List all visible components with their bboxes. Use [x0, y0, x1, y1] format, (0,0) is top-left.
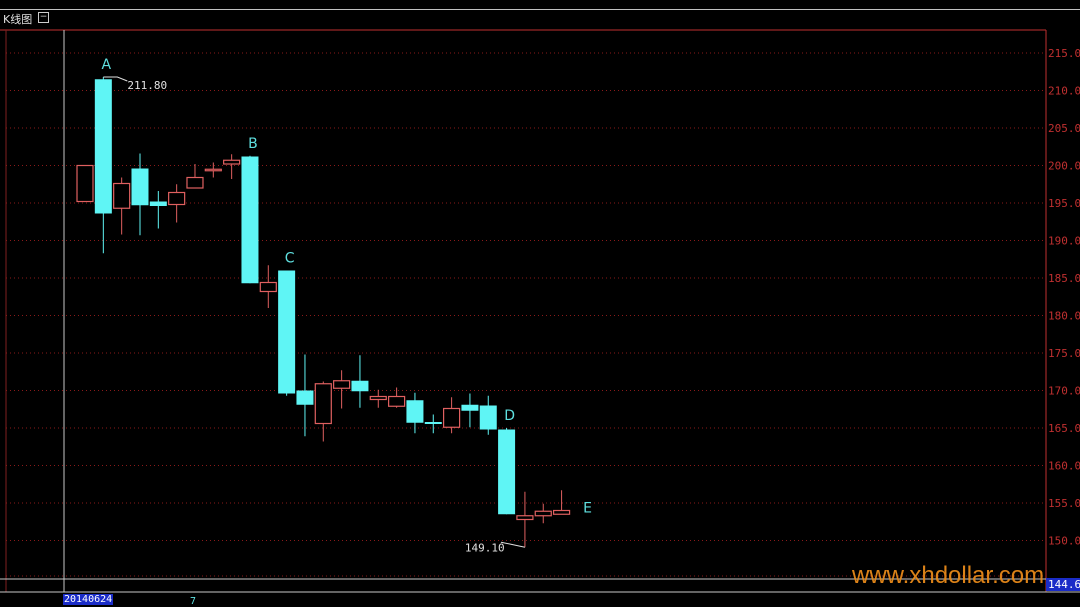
panel-title: K线图: [3, 13, 33, 26]
candle-body-down: [241, 156, 259, 284]
price-pointer: [103, 76, 128, 82]
candle-body-down: [461, 404, 479, 411]
candle-body-down: [94, 79, 112, 214]
candle-body-up: [223, 159, 241, 165]
candle-body-up: [314, 383, 332, 425]
y-tick-label: 155.0: [1048, 497, 1080, 510]
y-tick-label: 185.0: [1048, 272, 1080, 285]
point-label: E: [583, 501, 592, 517]
candle-body-up: [388, 395, 406, 407]
y-tick-label: 195.0: [1048, 197, 1080, 210]
candle-body-down: [351, 380, 369, 392]
y-tick-label: 190.0: [1048, 235, 1080, 248]
point-label: D: [504, 408, 515, 424]
start-date-label: 20140624: [63, 594, 114, 605]
candle-body-down: [149, 201, 167, 206]
y-tick-label: 200.0: [1048, 160, 1080, 173]
candle-body-down: [479, 405, 497, 430]
candle-body-up: [259, 281, 277, 293]
candle-body-down: [131, 168, 149, 206]
candle-body-up: [369, 395, 387, 401]
candle-body-up: [76, 164, 94, 203]
collapse-box-icon[interactable]: −: [38, 12, 49, 23]
price-extreme-label: 149.10: [465, 541, 505, 554]
y-tick-label: 165.0: [1048, 422, 1080, 435]
y-tick-label: 170.0: [1048, 385, 1080, 398]
y-tick-label: 210.0: [1048, 85, 1080, 98]
header-divider: [0, 9, 1080, 10]
candle-body-down: [296, 390, 314, 405]
point-label: B: [248, 136, 258, 152]
candle-body-up: [333, 380, 351, 389]
candle-body-up: [534, 510, 552, 517]
candle-body-up: [552, 509, 571, 515]
candle-body-up: [443, 407, 461, 428]
candle-body-up: [204, 168, 222, 172]
watermark: www.xhdollar.com: [852, 562, 1045, 589]
last-price-label: 144.6: [1046, 578, 1080, 591]
y-tick-label: 215.0: [1048, 47, 1080, 60]
x-tick-label: 7: [190, 596, 197, 607]
y-tick-label: 175.0: [1048, 347, 1080, 360]
y-tick-label: 150.0: [1048, 535, 1080, 548]
candle-body-up: [516, 515, 534, 521]
y-tick-label: 160.0: [1048, 460, 1080, 473]
candle-body-up: [168, 191, 186, 206]
candle-body-down: [424, 422, 442, 424]
candle-body-up: [113, 182, 131, 209]
y-tick-label: 180.0: [1048, 310, 1080, 323]
point-label: A: [102, 57, 112, 73]
candle-body-down: [278, 270, 296, 394]
candle-body-up: [186, 176, 204, 189]
price-extreme-label: 211.80: [127, 79, 167, 92]
candle-body-down: [498, 429, 516, 515]
y-tick-label: 205.0: [1048, 122, 1080, 135]
candle-body-down: [406, 400, 424, 423]
price-pointer: [500, 541, 526, 548]
point-label: C: [285, 251, 295, 267]
